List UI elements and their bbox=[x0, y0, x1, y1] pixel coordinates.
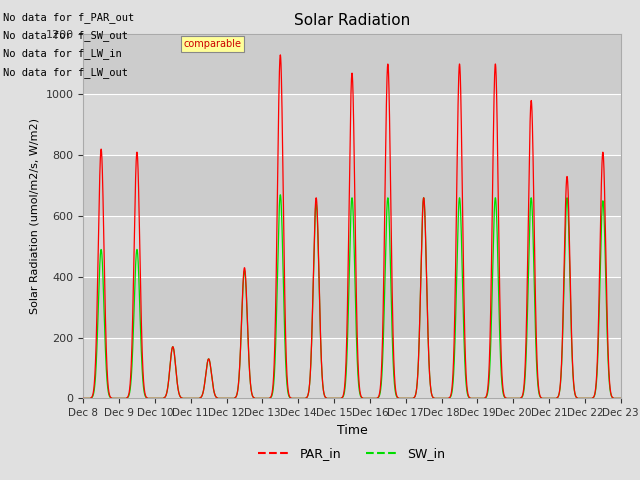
Bar bbox=[83, 155, 621, 216]
Bar bbox=[83, 34, 621, 95]
Bar bbox=[83, 95, 621, 155]
Text: No data for f_PAR_out: No data for f_PAR_out bbox=[3, 12, 134, 23]
Legend: PAR_in, SW_in: PAR_in, SW_in bbox=[253, 442, 451, 465]
Bar bbox=[83, 337, 621, 398]
Bar bbox=[83, 216, 621, 277]
Text: No data for f_SW_out: No data for f_SW_out bbox=[3, 30, 128, 41]
Text: No data for f_LW_in: No data for f_LW_in bbox=[3, 48, 122, 60]
Text: No data for f_LW_out: No data for f_LW_out bbox=[3, 67, 128, 78]
Text: comparable: comparable bbox=[184, 39, 241, 49]
Y-axis label: Solar Radiation (umol/m2/s, W/m2): Solar Radiation (umol/m2/s, W/m2) bbox=[30, 118, 40, 314]
X-axis label: Time: Time bbox=[337, 424, 367, 437]
Bar bbox=[83, 277, 621, 337]
Title: Solar Radiation: Solar Radiation bbox=[294, 13, 410, 28]
